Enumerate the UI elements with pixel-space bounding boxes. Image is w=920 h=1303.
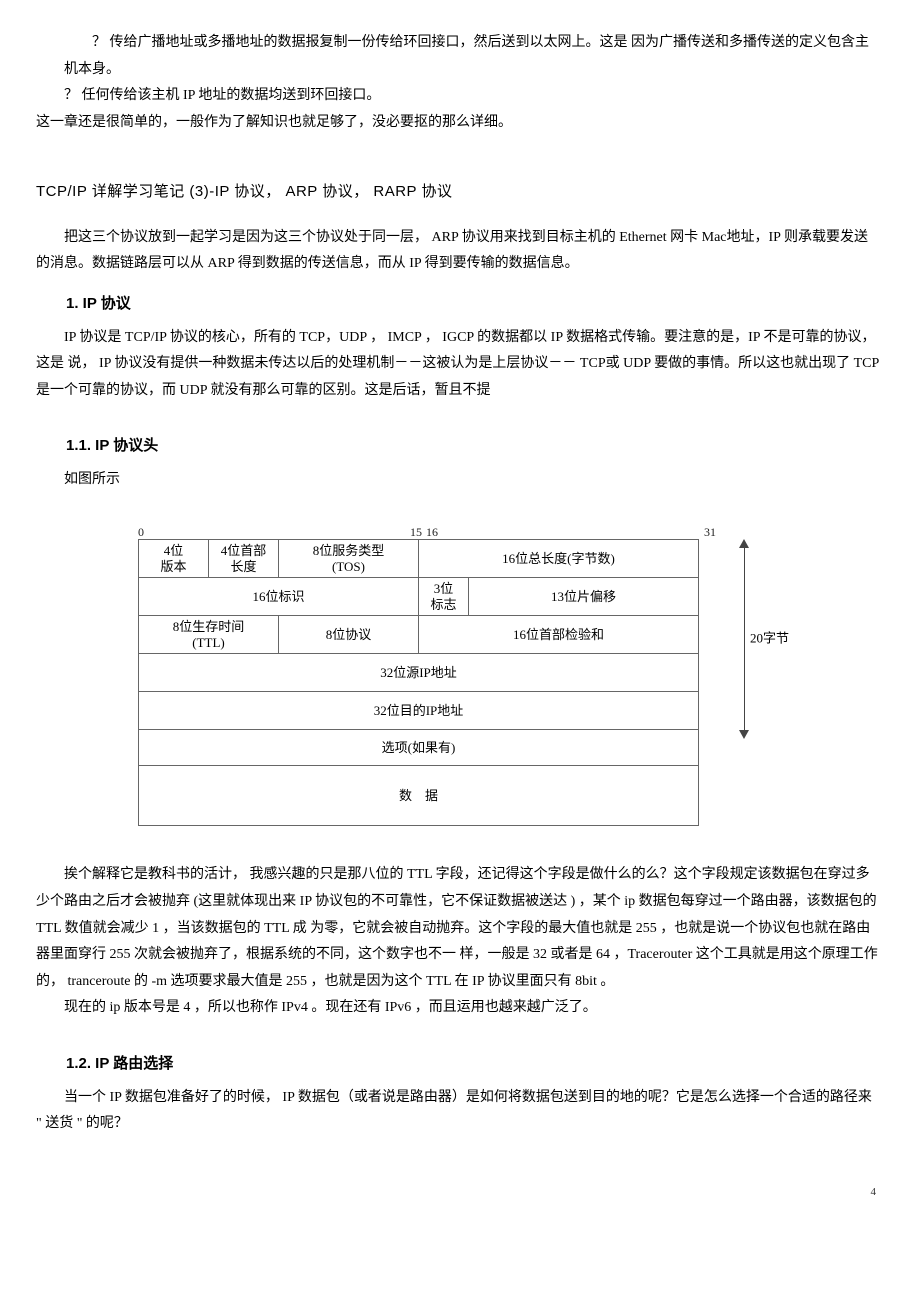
cell-flags: 3位标志 (419, 578, 469, 616)
cell-version: 4位版本 (139, 540, 209, 578)
bullet-any-host-ip: ？ 任何传给该主机 IP 地址的数据均送到环回接口。 (36, 83, 880, 110)
heading-1-ip-protocol: 1. IP 协议 (66, 290, 880, 319)
bit-16: 16 (426, 521, 446, 539)
ttl-explanation: 挨个解释它是教科书的活计， 我感兴趣的只是那八位的 TTL 字段，还记得这个字段… (36, 862, 880, 995)
as-shown-in-figure: 如图所示 (36, 467, 880, 494)
ipv4-ipv6-note: 现在的 ip 版本号是 4 ，所以也称作 IPv4 。现在还有 IPv6 ，而且… (36, 995, 880, 1022)
cell-dest-ip: 32位目的IP地址 (139, 692, 699, 730)
bit-ruler: 0 15 16 31 (138, 521, 720, 539)
cell-fragment-offset: 13位片偏移 (469, 578, 699, 616)
heading-1-2-ip-routing: 1.2. IP 路由选择 (66, 1050, 880, 1079)
cell-data: 数 据 (139, 766, 699, 826)
cell-protocol: 8位协议 (279, 616, 419, 654)
cell-options: 选项(如果有) (139, 730, 699, 766)
ip-protocol-desc: IP 协议是 TCP/IP 协议的核心，所有的 TCP，UDP ， IMCP ，… (36, 325, 880, 405)
ip-header-diagram: 0 15 16 31 4位版本 4位首部长度 8位服务类型(TOS) 16位总长… (36, 521, 880, 826)
cell-identification: 16位标识 (139, 578, 419, 616)
bullet-broadcast: ？ 传给广播地址或多播地址的数据报复制一份传给环回接口，然后送到以太网上。这是 … (36, 30, 880, 83)
cell-total-length: 16位总长度(字节数) (419, 540, 699, 578)
page-number: 4 (36, 1182, 880, 1203)
bit-15: 15 (152, 521, 426, 539)
routing-question: 当一个 IP 数据包准备好了的时候， IP 数据包（或者说是路由器）是如何将数据… (36, 1085, 880, 1138)
bit-31: 31 (446, 521, 720, 539)
bit-0: 0 (138, 521, 152, 539)
cell-header-checksum: 16位首部检验和 (419, 616, 699, 654)
cell-tos: 8位服务类型(TOS) (279, 540, 419, 578)
ip-header-table: 4位版本 4位首部长度 8位服务类型(TOS) 16位总长度(字节数) 16位标… (138, 539, 699, 826)
intro-paragraph: 把这三个协议放到一起学习是因为这三个协议处于同一层， ARP 协议用来找到目标主… (36, 225, 880, 278)
header-size-indicator: 20字节 (720, 521, 778, 739)
cell-ttl: 8位生存时间(TTL) (139, 616, 279, 654)
label-20-bytes: 20字节 (750, 626, 789, 653)
heading-chapter-3: TCP/IP 详解学习笔记 (3)-IP 协议， ARP 协议， RARP 协议 (36, 178, 880, 207)
cell-header-length: 4位首部长度 (209, 540, 279, 578)
heading-1-1-ip-header: 1.1. IP 协议头 (66, 432, 880, 461)
cell-source-ip: 32位源IP地址 (139, 654, 699, 692)
chapter-summary: 这一章还是很简单的，一般作为了解知识也就足够了，没必要抠的那么详细。 (36, 110, 880, 137)
